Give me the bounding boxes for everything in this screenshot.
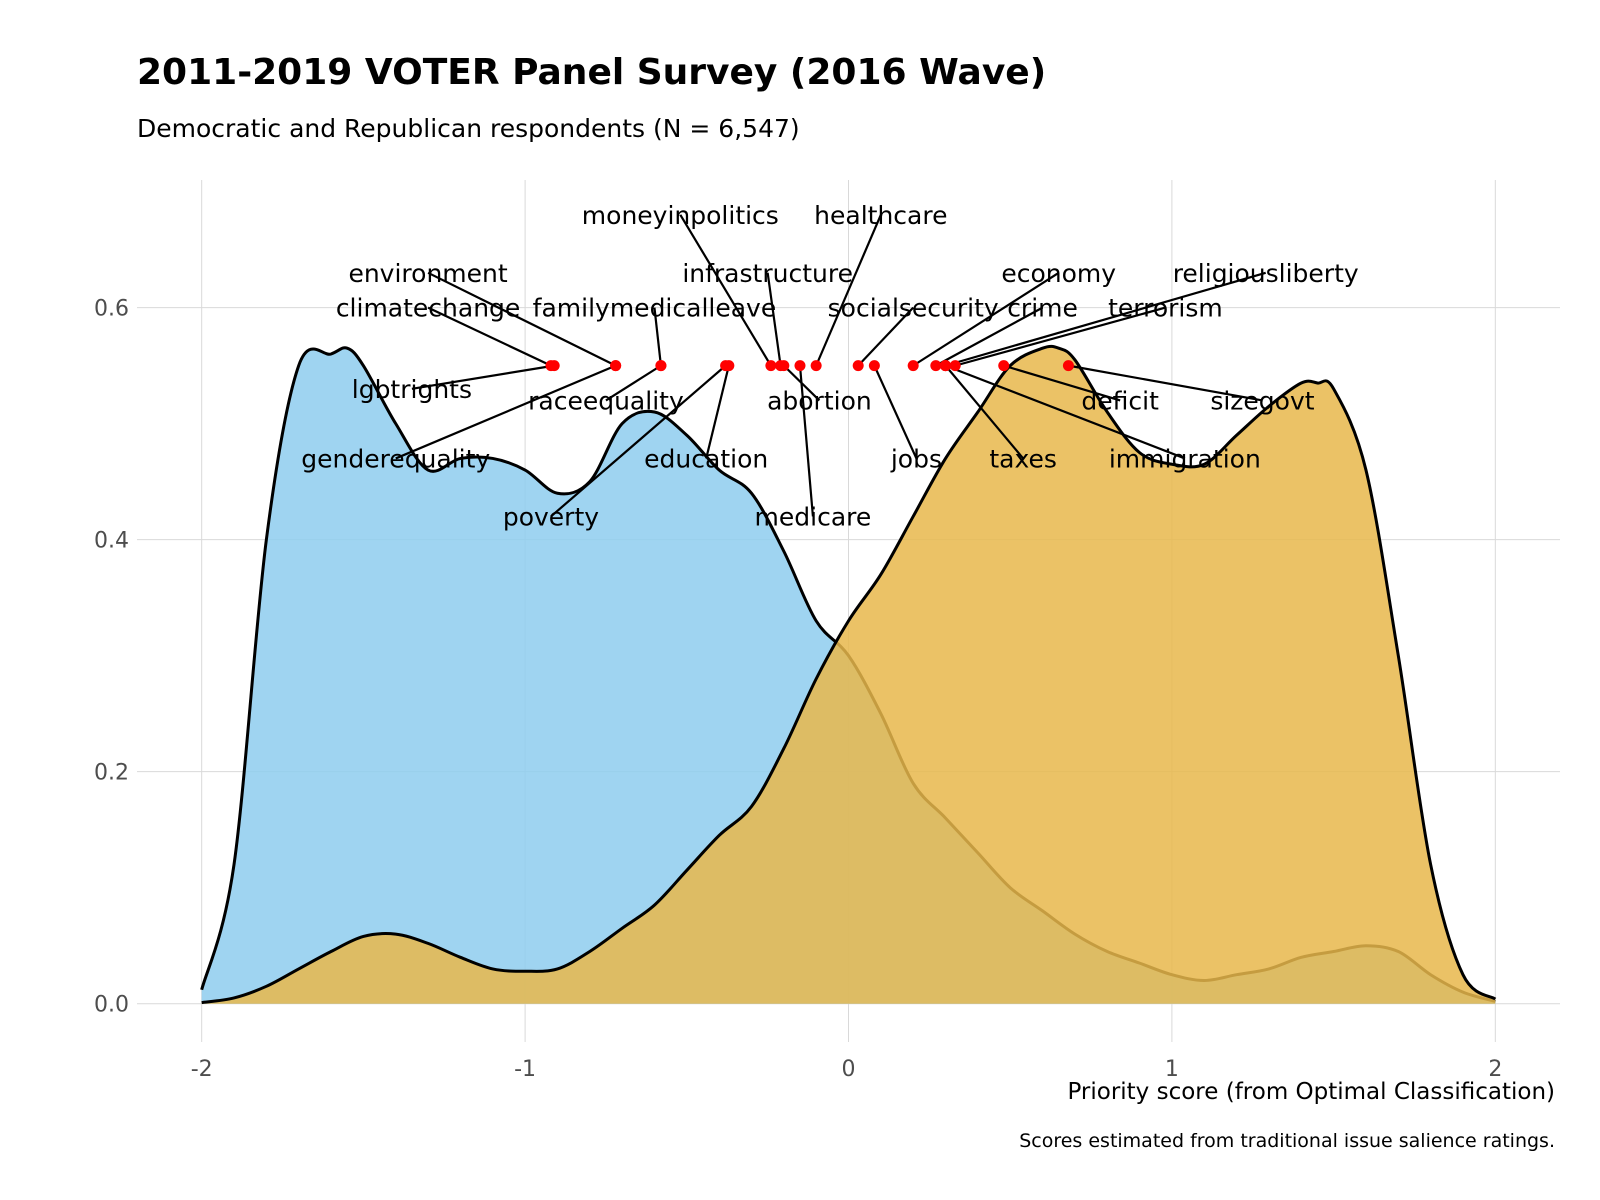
- leader-line-jobs: [873, 365, 918, 459]
- issue-label-deficit: deficit: [1081, 386, 1159, 415]
- leader-line-medicare: [798, 365, 815, 517]
- issue-label-taxes: taxes: [989, 444, 1057, 473]
- leader-line-deficit: [1003, 364, 1121, 402]
- leader-line-moneyinpolitics: [679, 214, 772, 367]
- chart-caption: Scores estimated from traditional issue …: [1019, 1130, 1555, 1152]
- leader-line-environment: [427, 271, 617, 367]
- issue-point-immigration: [940, 360, 952, 372]
- issue-point-terrorism: [949, 360, 961, 372]
- issue-points: [545, 360, 1074, 372]
- y-tick-label: 0.0: [94, 993, 129, 1018]
- issue-label-jobs: jobs: [890, 444, 942, 473]
- issue-point-economy: [907, 360, 919, 372]
- issue-label-economy: economy: [1001, 259, 1116, 288]
- issue-label-crime: crime: [1007, 294, 1078, 323]
- issue-label-genderequality: genderequality: [301, 444, 490, 473]
- issue-label-education: education: [644, 444, 768, 473]
- issue-label-climatechange: climatechange: [336, 294, 521, 323]
- issue-label-terrorism: terrorism: [1108, 294, 1223, 323]
- leader-line-genderequality: [395, 364, 617, 460]
- leader-line-education: [705, 365, 730, 459]
- issue-point-healthcare: [810, 360, 822, 372]
- issue-label-religiousliberty: religiousliberty: [1173, 259, 1359, 288]
- axis-ticks: -2 -1 0 1 2 0.0 0.2 0.4 0.6: [94, 297, 1502, 1082]
- x-axis-label: Priority score (from Optimal Classificat…: [1067, 1079, 1555, 1105]
- issue-label-lgbtrights: lgbtrights: [352, 375, 472, 404]
- issue-point-sizegovt: [1062, 360, 1074, 372]
- leader-line-healthcare: [815, 214, 882, 367]
- chart-subtitle: Democratic and Republican respondents (N…: [137, 114, 800, 143]
- issue-label-immigration: immigration: [1109, 444, 1261, 473]
- y-tick-label: 0.6: [94, 297, 129, 322]
- density-line-series-2: [201, 344, 1497, 1005]
- chart-title: 2011-2019 VOTER Panel Survey (2016 Wave): [137, 52, 1046, 93]
- issue-point-moneyinpolitics: [765, 360, 777, 372]
- issue-point-education: [723, 360, 735, 372]
- issue-point-socialsecurity: [852, 360, 864, 372]
- issue-point-lgbtrights: [548, 360, 560, 372]
- leader-line-crime: [935, 306, 1044, 367]
- y-tick-label: 0.2: [94, 761, 129, 786]
- leader-line-infrastructure: [766, 272, 782, 366]
- issue-label-sizegovt: sizegovt: [1210, 386, 1314, 415]
- leader-line-economy: [912, 271, 1060, 367]
- issue-label-healthcare: healthcare: [814, 201, 947, 230]
- leader-line-religiousliberty: [945, 271, 1267, 367]
- x-tick-label: -2: [191, 1057, 213, 1082]
- leader-line-socialsecurity: [857, 306, 914, 367]
- issue-label-abortion: abortion: [767, 386, 872, 415]
- issue-label-socialsecurity: socialsecurity: [828, 294, 999, 323]
- x-tick-label: 2: [1488, 1057, 1502, 1082]
- issue-point-raceequality: [655, 360, 667, 372]
- issue-label-familymedicalleave: familymedicalleave: [533, 294, 777, 323]
- issue-point-crime: [930, 360, 942, 372]
- leader-line-poverty: [550, 364, 727, 518]
- issue-label-raceequality: raceequality: [528, 386, 684, 415]
- issue-label-infrastructure: infrastructure: [682, 259, 853, 288]
- issue-point-jobs: [868, 360, 880, 372]
- issue-point-medicare: [794, 360, 806, 372]
- x-tick-label: 0: [842, 1057, 856, 1082]
- x-tick-label: -1: [514, 1057, 536, 1082]
- issue-point-abortion: [778, 360, 790, 372]
- issue-label-environment: environment: [348, 259, 507, 288]
- x-tick-label: 1: [1165, 1057, 1179, 1082]
- leader-line-raceequality: [605, 364, 662, 402]
- leader-line-familymedicalleave: [653, 307, 663, 366]
- leader-line-taxes: [944, 364, 1024, 460]
- issue-label-moneyinpolitics: moneyinpolitics: [582, 201, 779, 230]
- issue-point-deficit: [998, 360, 1010, 372]
- issue-labels: climatechange lgbtrights environment gender…: [301, 201, 1359, 532]
- y-tick-label: 0.4: [94, 529, 129, 554]
- issue-leader-lines: [395, 214, 1267, 518]
- density-areas: [200, 344, 1497, 1005]
- issue-label-medicare: medicare: [755, 502, 872, 531]
- leader-line-immigration: [945, 364, 1186, 460]
- leader-line-sizegovt: [1068, 364, 1263, 402]
- density-area-series-2: [201, 346, 1496, 1004]
- leader-line-climatechange: [427, 306, 552, 367]
- issue-point-genderequality: [610, 360, 622, 372]
- leader-line-lgbtrights: [411, 364, 555, 390]
- issue-label-poverty: poverty: [503, 502, 599, 531]
- leader-line-terrorism: [954, 306, 1166, 367]
